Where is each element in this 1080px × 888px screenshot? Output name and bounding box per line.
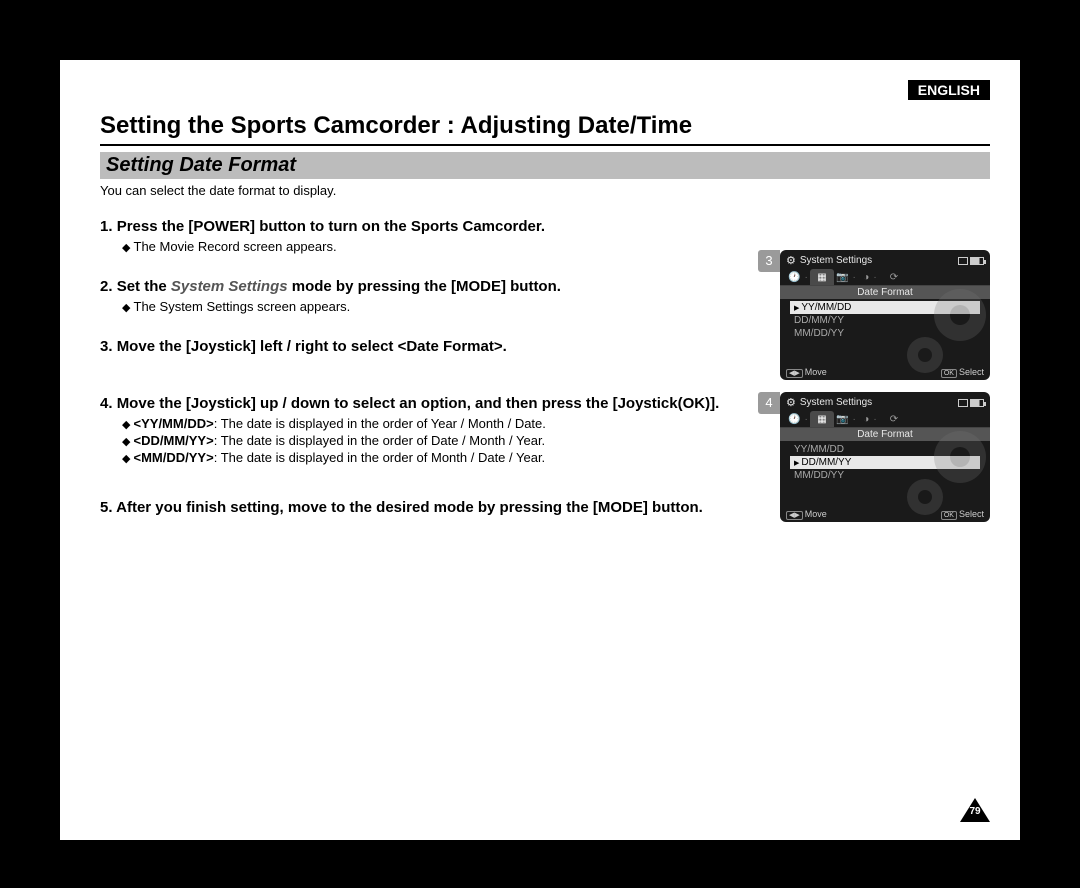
battery-icon	[958, 399, 984, 407]
lcd-screen: ⚙ System Settings 🕐 ▦ 📷 ◑ ⟳ Date Format	[780, 392, 990, 522]
step-number: 3.	[100, 338, 113, 355]
lcd-footer: ◀▶Move OKSelect	[786, 509, 984, 519]
step-number: 2.	[100, 278, 113, 295]
page-number: 79	[960, 798, 990, 822]
calendar-icon: ▦	[810, 411, 834, 427]
lcd-title: System Settings	[800, 255, 872, 266]
move-key-icon: ◀▶	[786, 511, 803, 520]
step-sub: <DD/MM/YY>: The date is displayed in the…	[122, 433, 780, 448]
lcd-screenshots: 3 ⚙ System Settings	[760, 250, 990, 534]
step-5: 5. After you finish setting, move to the…	[100, 499, 780, 516]
step-number: 1.	[100, 218, 113, 235]
intro-text: You can select the date format to displa…	[100, 183, 990, 198]
shot-number: 4	[758, 392, 780, 414]
step-sub: The Movie Record screen appears.	[122, 239, 780, 254]
gear-icon: ⚙	[786, 396, 796, 409]
step-sub: The System Settings screen appears.	[122, 299, 780, 314]
step-1: 1. Press the [POWER] button to turn on t…	[100, 218, 780, 254]
lcd-shot-3: 3 ⚙ System Settings	[760, 250, 990, 380]
tab-icon: 📷	[834, 269, 858, 285]
shot-number: 3	[758, 250, 780, 272]
step-heading: Press the [POWER] button to turn on the …	[117, 218, 545, 235]
gear-bg-icon	[900, 280, 990, 380]
lcd-footer: ◀▶Move OKSelect	[786, 367, 984, 377]
language-badge: ENGLISH	[908, 80, 990, 100]
step-heading-post: mode by pressing the [MODE] button.	[288, 278, 561, 295]
step-heading: Move the [Joystick] left / right to sele…	[117, 338, 507, 355]
step-heading: Move the [Joystick] up / down to select …	[117, 395, 720, 412]
section-title: Setting Date Format	[100, 152, 990, 179]
move-key-icon: ◀▶	[786, 369, 803, 378]
clock-icon: 🕐	[786, 411, 810, 427]
tab-icon: ◑	[858, 411, 882, 427]
step-3: 3. Move the [Joystick] left / right to s…	[100, 338, 780, 355]
step-heading-pre: Set the	[117, 278, 171, 295]
lcd-shot-4: 4 ⚙ System Settings	[760, 392, 990, 522]
ok-key-icon: OK	[941, 511, 957, 520]
calendar-icon: ▦	[810, 269, 834, 285]
gear-bg-icon	[900, 422, 990, 522]
steps-list: 1. Press the [POWER] button to turn on t…	[100, 218, 780, 516]
step-heading-em: System Settings	[171, 278, 288, 295]
step-heading: After you finish setting, move to the de…	[116, 499, 703, 516]
chapter-title: Setting the Sports Camcorder : Adjusting…	[100, 112, 990, 146]
clock-icon: 🕐	[786, 269, 810, 285]
tab-icon: ◑	[858, 269, 882, 285]
step-4: 4. Move the [Joystick] up / down to sele…	[100, 395, 780, 465]
gear-icon: ⚙	[786, 254, 796, 267]
manual-page: ENGLISH Setting the Sports Camcorder : A…	[60, 60, 1020, 840]
battery-icon	[958, 257, 984, 265]
ok-key-icon: OK	[941, 369, 957, 378]
step-number: 4.	[100, 395, 113, 412]
step-sub: <MM/DD/YY>: The date is displayed in the…	[122, 450, 780, 465]
step-number: 5.	[100, 499, 113, 516]
tab-icon: 📷	[834, 411, 858, 427]
lcd-title: System Settings	[800, 397, 872, 408]
step-2: 2. Set the System Settings mode by press…	[100, 278, 780, 314]
step-sub: <YY/MM/DD>: The date is displayed in the…	[122, 416, 780, 431]
lcd-screen: ⚙ System Settings 🕐 ▦ 📷 ◑ ⟳ Date Format	[780, 250, 990, 380]
